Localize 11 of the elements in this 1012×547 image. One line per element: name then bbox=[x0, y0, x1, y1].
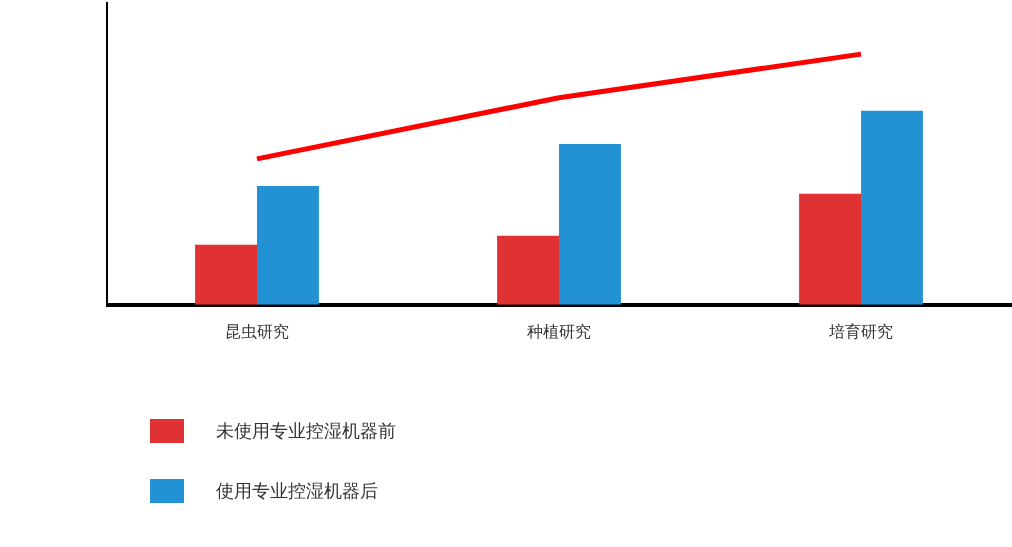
x-tick-label: 昆虫研究 bbox=[225, 321, 289, 341]
legend-label: 未使用专业控湿机器前 bbox=[216, 419, 396, 443]
x-tick-label: 种植研究 bbox=[527, 321, 591, 341]
legend-label: 使用专业控湿机器后 bbox=[216, 479, 378, 503]
bar bbox=[861, 110, 923, 305]
bar bbox=[497, 235, 559, 305]
bar bbox=[195, 244, 257, 305]
bar bbox=[257, 185, 319, 305]
bar bbox=[799, 193, 861, 305]
x-tick-label: 培育研究 bbox=[828, 321, 893, 341]
bar bbox=[559, 144, 621, 305]
